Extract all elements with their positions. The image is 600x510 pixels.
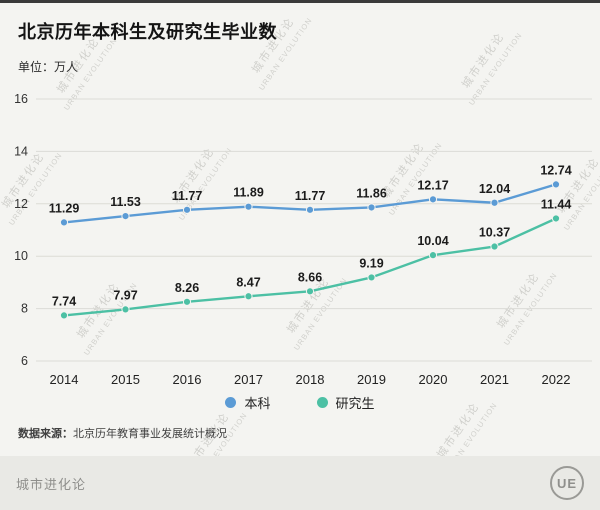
y-tick-label: 8: [21, 302, 28, 316]
legend: 本科 研究生: [0, 393, 600, 412]
data-label: 7.74: [52, 294, 76, 308]
data-point: [182, 297, 192, 306]
data-label: 8.66: [298, 270, 322, 284]
data-label: 8.26: [175, 281, 199, 295]
data-label: 11.53: [110, 195, 141, 209]
y-tick-label: 12: [14, 197, 28, 211]
legend-dot-graduate: [316, 397, 328, 408]
data-point: [367, 273, 376, 282]
data-source-text: 北京历年教育事业发展统计概况: [73, 428, 227, 440]
x-tick-label: 2015: [111, 372, 140, 387]
data-label: 7.97: [113, 288, 137, 302]
data-label: 11.89: [233, 186, 264, 200]
x-tick-label: 2020: [419, 372, 448, 387]
data-point: [59, 311, 69, 320]
data-source-label: 数据来源：: [18, 428, 73, 440]
data-point: [121, 212, 130, 221]
data-point: [121, 305, 130, 314]
top-accent-bar: [0, 0, 600, 3]
y-tick-label: 6: [21, 354, 28, 368]
x-tick-label: 2016: [173, 372, 202, 387]
data-label: 11.29: [49, 201, 80, 215]
data-label: 11.86: [356, 186, 387, 200]
data-point: [59, 218, 69, 227]
x-tick-label: 2019: [357, 372, 386, 387]
data-label: 12.17: [417, 178, 448, 192]
data-source: 数据来源：北京历年教育事业发展统计概况: [18, 425, 600, 441]
data-label: 11.77: [295, 189, 326, 203]
data-point: [244, 292, 253, 301]
brand-name: 城市进化论: [16, 476, 87, 492]
legend-item-undergrad: 本科: [225, 393, 271, 412]
data-point: [367, 203, 376, 212]
chart-card: 北京历年本科生及研究生毕业数 单位：万人 6 8 10 12 14 16 2014 2015 2…: [0, 3, 600, 441]
data-point: [490, 242, 499, 251]
data-label: 10.37: [479, 226, 510, 240]
x-tick-label: 2022: [542, 372, 571, 387]
data-point: [490, 198, 499, 207]
data-label: 8.47: [236, 275, 260, 289]
data-label: 12.04: [479, 182, 510, 196]
x-tick-label: 2014: [50, 372, 79, 387]
x-tick-label: 2017: [234, 372, 263, 387]
legend-dot-undergrad: [225, 397, 237, 408]
y-tick-label: 10: [14, 249, 28, 263]
y-tick-label: 14: [14, 144, 28, 158]
brand-logo-icon: UE: [550, 466, 584, 500]
data-label: 9.19: [359, 256, 383, 270]
legend-label-graduate: 研究生: [335, 396, 375, 411]
data-point: [551, 180, 561, 189]
data-point: [244, 202, 253, 211]
data-point: [551, 214, 561, 223]
x-tick-label: 2018: [296, 372, 325, 387]
legend-item-graduate: 研究生: [316, 393, 375, 412]
data-label: 11.77: [172, 189, 203, 203]
page-title: 北京历年本科生及研究生毕业数: [18, 22, 277, 42]
data-label: 10.04: [417, 234, 448, 248]
footer-bar: 城市进化论 UE: [0, 456, 600, 510]
data-point: [428, 195, 438, 204]
data-point: [305, 287, 315, 296]
line-chart: 6 8 10 12 14 16 2014 2015 2016 2017 2018 2019 2020 20…: [14, 92, 592, 387]
data-point: [182, 205, 192, 214]
data-point: [305, 205, 315, 214]
legend-label-undergrad: 本科: [244, 396, 271, 411]
y-tick-label: 16: [14, 92, 28, 106]
data-point: [428, 251, 438, 260]
unit-label: 单位：万人: [18, 60, 79, 74]
data-label: 11.44: [541, 197, 572, 211]
header: 北京历年本科生及研究生毕业数 单位：万人: [0, 3, 600, 75]
x-tick-label: 2021: [480, 372, 509, 387]
data-label: 12.74: [540, 163, 571, 177]
